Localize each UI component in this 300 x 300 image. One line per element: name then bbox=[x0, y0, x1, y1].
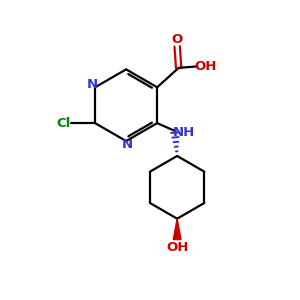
Text: NH: NH bbox=[173, 126, 195, 139]
Text: N: N bbox=[86, 78, 98, 91]
Text: Cl: Cl bbox=[57, 117, 71, 130]
Text: OH: OH bbox=[166, 241, 188, 254]
Text: OH: OH bbox=[194, 60, 217, 73]
Text: N: N bbox=[122, 138, 133, 151]
Polygon shape bbox=[173, 219, 181, 240]
Text: O: O bbox=[172, 33, 183, 46]
